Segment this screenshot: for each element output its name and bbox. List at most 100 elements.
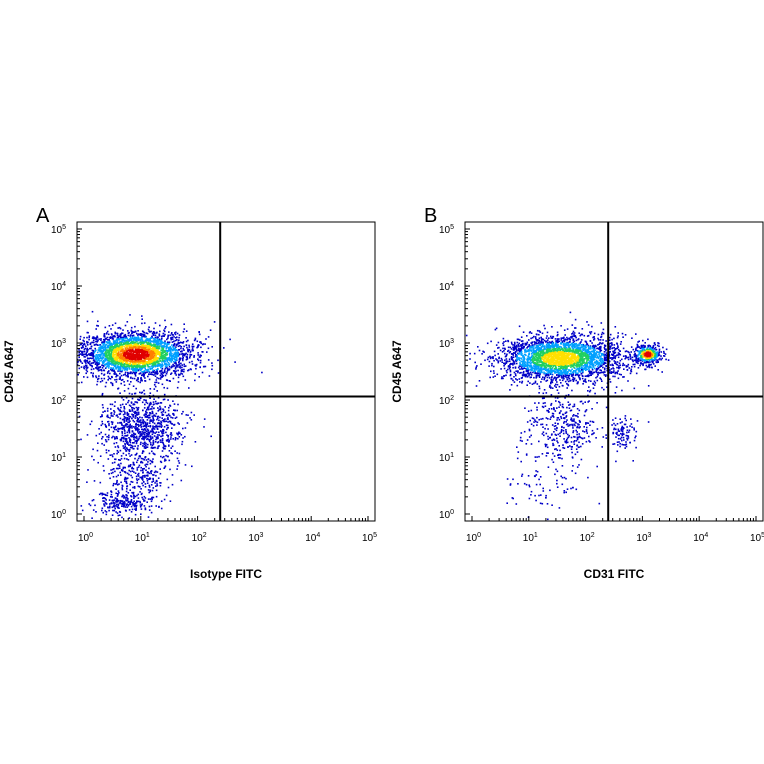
event-dot <box>616 354 618 356</box>
event-dot <box>146 423 149 426</box>
event-dot <box>112 355 115 358</box>
event-dot <box>152 369 154 371</box>
event-dot <box>106 492 109 494</box>
event-dot <box>147 408 150 411</box>
event-dot <box>133 420 136 423</box>
event-dot <box>156 371 158 373</box>
event-dot <box>177 355 179 357</box>
event-dot <box>615 386 618 388</box>
event-dot <box>136 353 138 355</box>
event-dot <box>154 453 156 456</box>
event-dot <box>126 380 129 382</box>
event-dot <box>166 424 169 427</box>
event-dot <box>644 368 646 371</box>
event-dot <box>111 364 113 366</box>
event-dot <box>497 353 499 355</box>
event-dot <box>123 428 126 430</box>
event-dot <box>133 438 135 441</box>
event-dot <box>616 372 619 375</box>
event-dot <box>155 431 158 433</box>
event-dot <box>150 373 152 375</box>
event-dot <box>83 367 85 369</box>
event-dot <box>100 339 102 341</box>
event-dot <box>151 364 154 367</box>
event-dot <box>110 415 113 417</box>
event-dot <box>148 348 151 351</box>
event-dot <box>172 344 175 346</box>
event-dot <box>138 344 140 347</box>
event-dot <box>151 497 153 499</box>
event-dot <box>125 499 128 502</box>
event-dot <box>122 357 125 359</box>
event-dot <box>134 346 137 349</box>
event-dot <box>132 415 134 417</box>
event-dot <box>123 457 126 460</box>
event-dot <box>200 342 202 345</box>
event-dot <box>113 364 115 366</box>
event-dot <box>128 464 130 467</box>
event-dot <box>95 434 98 437</box>
event-dot <box>587 334 590 337</box>
event-dot <box>130 435 132 437</box>
event-dot <box>142 435 145 438</box>
event-dot <box>175 370 177 372</box>
event-dot <box>74 351 76 353</box>
event-dot <box>162 434 164 437</box>
event-dot <box>98 344 101 347</box>
event-dot <box>123 362 126 365</box>
event-dot <box>170 438 172 440</box>
event-dot <box>154 334 157 337</box>
event-dot <box>127 349 129 352</box>
event-dot <box>571 324 574 326</box>
event-dot <box>111 462 114 464</box>
event-dot <box>150 484 153 486</box>
event-dot <box>164 367 167 370</box>
event-dot <box>167 414 169 417</box>
event-dot <box>157 351 160 353</box>
event-dot <box>140 469 142 472</box>
event-dot <box>150 367 152 370</box>
event-dot <box>175 353 178 356</box>
event-dot <box>534 336 537 338</box>
event-dot <box>135 358 137 361</box>
event-dot <box>475 385 478 387</box>
event-dot <box>145 465 147 468</box>
event-dot <box>156 447 159 450</box>
event-dot <box>612 371 615 374</box>
event-dot <box>184 464 187 466</box>
event-dot <box>627 350 629 353</box>
event-dot <box>155 360 158 363</box>
event-dot <box>64 349 66 351</box>
event-dot <box>162 419 164 422</box>
event-dot <box>126 411 129 414</box>
event-dot <box>164 447 166 450</box>
event-dot <box>123 500 126 503</box>
event-dot <box>132 463 135 466</box>
event-dot <box>97 377 100 380</box>
event-dot <box>159 324 161 327</box>
event-dot <box>80 381 83 384</box>
event-dot <box>158 347 161 350</box>
event-dot <box>120 374 123 377</box>
event-dot <box>127 387 130 390</box>
event-dot <box>113 405 116 407</box>
event-dot <box>478 349 481 352</box>
event-dot <box>141 374 143 377</box>
event-dot <box>135 442 138 445</box>
event-dot <box>131 435 133 438</box>
event-dot <box>517 338 520 341</box>
event-dot <box>106 436 108 438</box>
event-dot <box>522 374 524 376</box>
event-dot <box>154 351 157 354</box>
event-dot <box>110 328 112 330</box>
event-dot <box>195 367 197 370</box>
event-dot <box>147 435 149 438</box>
event-dot <box>606 369 608 372</box>
event-dot <box>174 352 177 354</box>
panel-a-population-4 <box>86 435 183 506</box>
event-dot <box>154 362 157 364</box>
event-dot <box>153 407 155 410</box>
event-dot <box>177 437 179 440</box>
event-dot <box>116 484 119 486</box>
event-dot <box>101 442 103 445</box>
